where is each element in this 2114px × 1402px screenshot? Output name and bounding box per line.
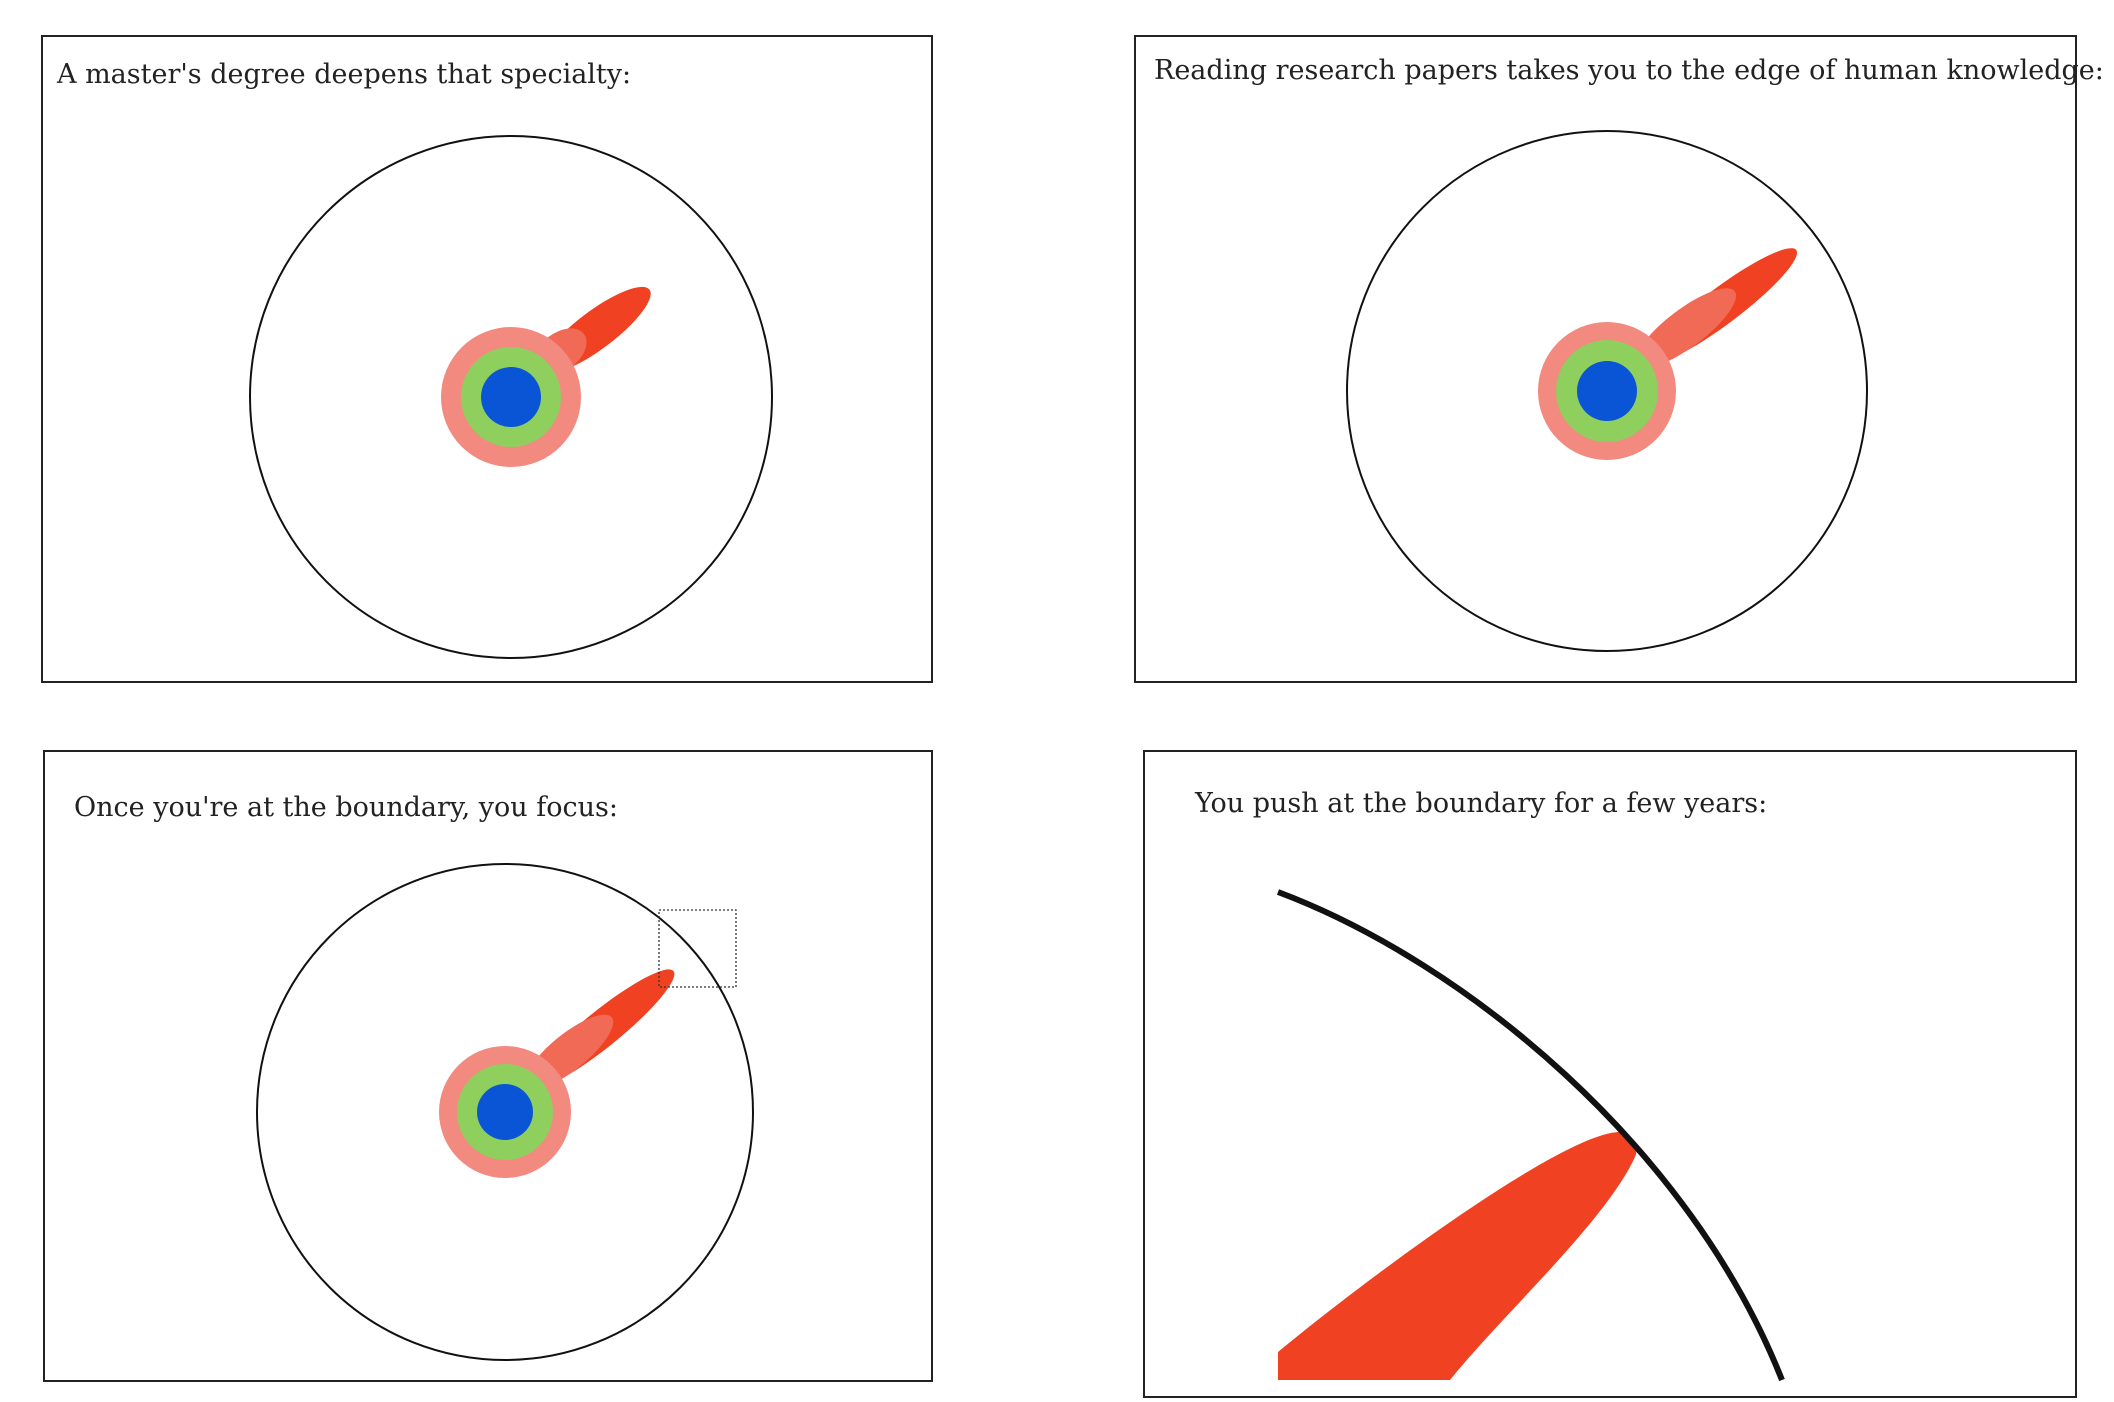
panel-masters-degree: A master's degree deepens that specialty… (41, 35, 933, 683)
human-knowledge-boundary-arc (1276, 889, 1785, 1382)
research-spike-zoomed (1278, 1132, 1637, 1380)
panel-caption: A master's degree deepens that specialty… (57, 59, 632, 90)
panel-caption: Once you're at the boundary, you focus: (74, 792, 618, 823)
panel-caption: Reading research papers takes you to the… (1154, 55, 2104, 86)
knowledge-diagram (249, 135, 773, 659)
masters-spike (1635, 288, 1737, 368)
elementary-core (481, 367, 541, 427)
knowledge-diagram (1346, 130, 1868, 652)
panel-focus: Once you're at the boundary, you focus: (43, 750, 933, 1382)
human-knowledge-boundary (256, 863, 754, 1361)
human-knowledge-boundary (1346, 130, 1868, 652)
elementary-core (1577, 361, 1637, 421)
specialty-spike (1635, 248, 1798, 368)
elementary-core (477, 1084, 533, 1140)
focus-zoom-box (658, 909, 737, 988)
panel-caption: You push at the boundary for a few years… (1195, 788, 1768, 819)
zoomed-boundary-diagram (1276, 889, 1785, 1382)
panel-research-papers: Reading research papers takes you to the… (1134, 35, 2104, 683)
knowledge-diagram (256, 863, 754, 1361)
panel-push-boundary: You push at the boundary for a few years… (1143, 750, 2077, 1398)
human-knowledge-boundary (249, 135, 773, 659)
